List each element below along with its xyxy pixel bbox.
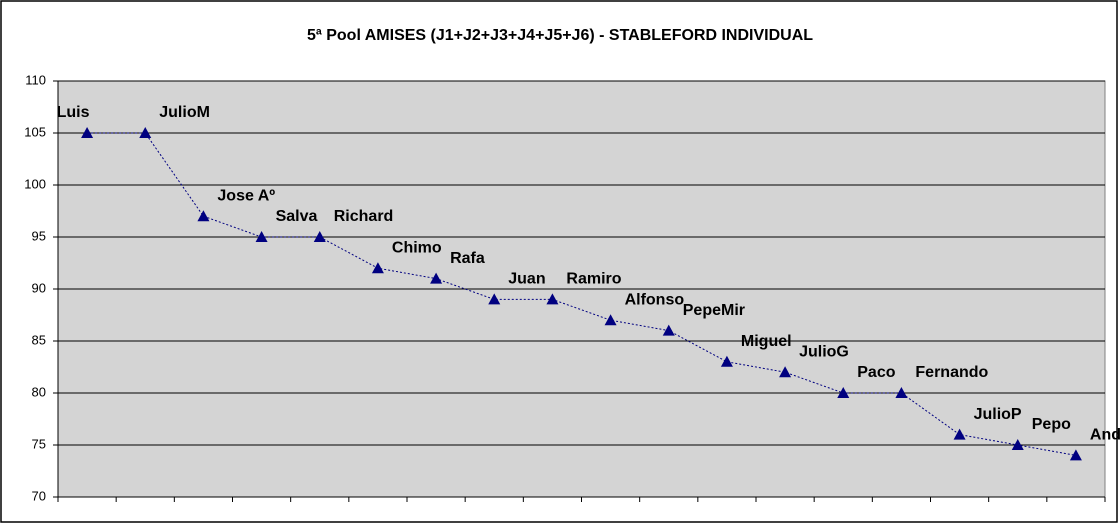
- data-label: PepeMir: [683, 302, 745, 319]
- marker: [1069, 449, 1082, 461]
- y-tick-label: 85: [32, 332, 46, 347]
- y-tick-label: 70: [32, 488, 46, 503]
- data-label: JulioM: [159, 104, 210, 121]
- y-tick-label: 105: [24, 124, 46, 139]
- data-label: Juan: [508, 271, 545, 288]
- data-label: Miguel: [741, 333, 792, 350]
- data-label: Luis: [57, 104, 90, 121]
- data-label: Alfonso: [625, 291, 685, 308]
- marker: [837, 387, 850, 398]
- data-label: Jose Aº: [217, 187, 275, 204]
- data-label: Richard: [334, 208, 394, 225]
- marker: [895, 387, 908, 398]
- y-tick-label: 90: [32, 280, 46, 295]
- marker: [430, 272, 443, 284]
- marker: [313, 231, 326, 242]
- y-tick-label: 80: [32, 384, 46, 399]
- marker: [371, 262, 384, 274]
- marker: [139, 127, 152, 138]
- data-label: Andres: [1090, 427, 1120, 444]
- marker: [546, 293, 559, 305]
- data-label: JulioG: [799, 343, 849, 360]
- marker: [604, 314, 617, 326]
- data-label: Pepo: [1032, 416, 1071, 433]
- data-label: JulioP: [974, 406, 1022, 423]
- marker: [81, 127, 94, 138]
- marker: [720, 355, 733, 367]
- y-tick-label: 100: [24, 176, 46, 191]
- marker: [953, 428, 966, 440]
- data-label: Chimo: [392, 239, 442, 256]
- y-tick-label: 75: [32, 436, 46, 451]
- data-label: Salva: [276, 208, 318, 225]
- data-label: Fernando: [915, 364, 988, 381]
- marker: [1011, 439, 1024, 450]
- marker: [488, 293, 501, 305]
- marker: [779, 366, 792, 378]
- y-tick-label: 95: [32, 228, 46, 243]
- chart-title: 5ª Pool AMISES (J1+J2+J3+J4+J5+J6) - STA…: [307, 27, 813, 44]
- marker: [255, 231, 268, 242]
- data-label: Rafa: [450, 250, 485, 267]
- marker: [197, 210, 210, 222]
- y-tick-label: 110: [25, 72, 46, 87]
- marker: [662, 324, 675, 336]
- data-label: Ramiro: [566, 271, 621, 288]
- data-label: Paco: [857, 364, 895, 381]
